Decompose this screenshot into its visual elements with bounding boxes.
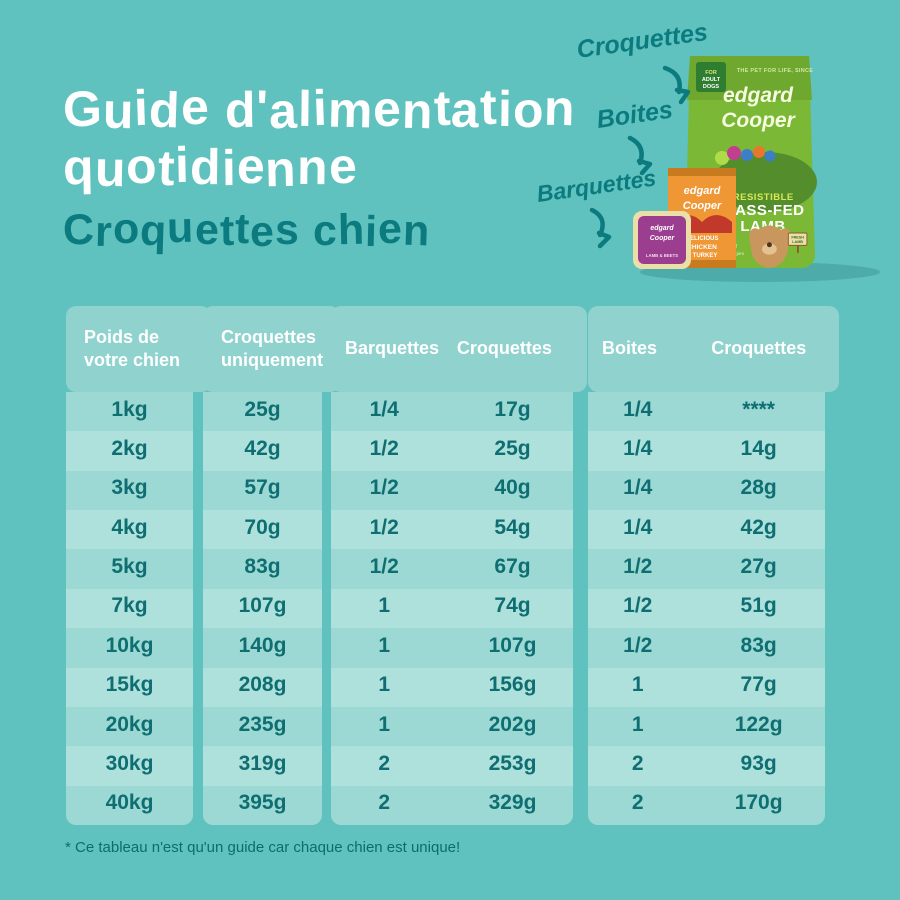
svg-text:Cooper: Cooper [650,235,676,242]
svg-text:Croquettes: Croquettes [575,18,710,64]
svg-text:edgard: edgard [650,225,674,232]
svg-text:FRESH: FRESH [791,236,804,240]
svg-text:& Herbal Medley: & Herbal Medley [700,258,736,264]
svg-text:Healthy Bond of: Healthy Bond of [700,244,737,250]
svg-text:DOGS: DOGS [703,84,720,90]
svg-text:ADULT: ADULT [702,77,721,83]
svg-text:GRASS-FED: GRASS-FED [712,202,805,219]
svg-text:DELICIOUS: DELICIOUS [686,236,719,242]
svg-text:FOR: FOR [705,70,717,76]
svg-text:THE PET FOR LIFE, SINCE: THE PET FOR LIFE, SINCE [737,68,814,74]
svg-text:IRRESISTIBLE: IRRESISTIBLE [722,192,793,203]
svg-text:Cooper: Cooper [721,109,796,132]
svg-text:LAMB: LAMB [740,218,785,235]
svg-text:& TURKEY: & TURKEY [687,253,718,259]
svg-text:Lamb, Fruit, Veggies: Lamb, Fruit, Veggies [700,251,745,257]
svg-text:Cooper: Cooper [683,200,722,212]
svg-text:LAMB: LAMB [792,240,803,244]
svg-text:CHICKEN: CHICKEN [687,244,717,251]
svg-text:edgard: edgard [684,185,721,197]
svg-text:edgard: edgard [723,84,794,107]
svg-text:LAMB & BEETS: LAMB & BEETS [646,253,678,258]
